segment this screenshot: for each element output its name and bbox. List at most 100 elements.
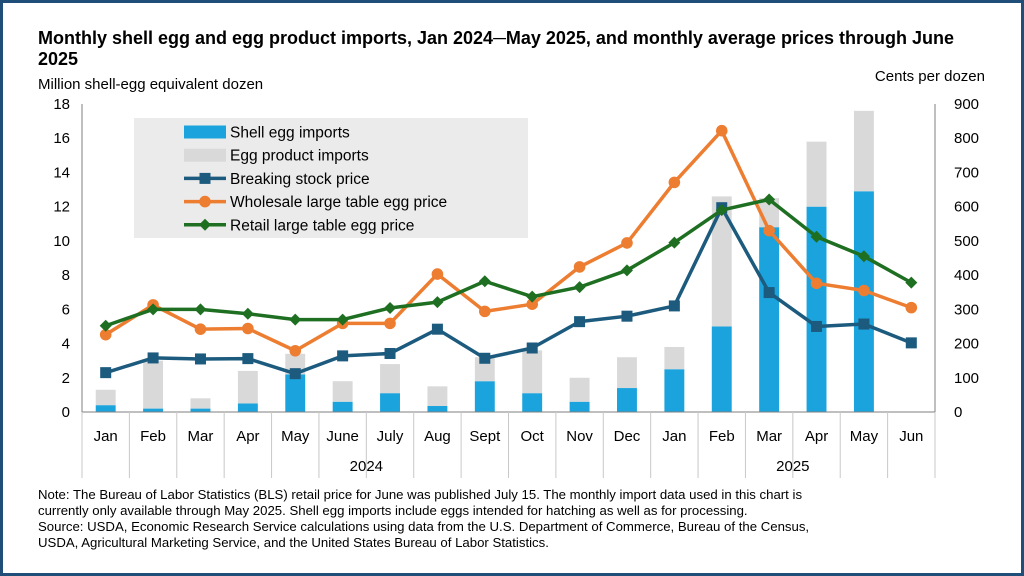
bar-egg-product-imports xyxy=(569,377,590,402)
marker-retail xyxy=(810,230,823,243)
line-wholesale xyxy=(104,128,912,353)
marker-wholesale xyxy=(905,301,918,314)
x-tick-label: Oct xyxy=(521,428,545,445)
bar-egg-product-imports xyxy=(806,141,827,207)
note-line-3: Source: USDA, Economic Research Service … xyxy=(38,519,810,534)
bar-egg-product-imports xyxy=(617,357,637,389)
legend-marker-breaking-stock xyxy=(199,172,211,184)
footnote: Note: The Bureau of Labor Statistics (BL… xyxy=(38,487,998,551)
marker-wholesale xyxy=(573,261,586,273)
bar-shell-egg-imports xyxy=(522,393,543,412)
marker-breaking-stock xyxy=(431,323,443,335)
legend-marker-retail xyxy=(199,218,211,231)
bar-egg-product-imports xyxy=(380,364,400,394)
bars-layer xyxy=(95,110,874,412)
bar-egg-product-imports xyxy=(143,360,164,409)
marker-wholesale xyxy=(715,124,728,137)
x-tick-label: Apr xyxy=(805,428,828,445)
legend-swatch-product xyxy=(184,148,226,162)
marker-wholesale xyxy=(194,323,207,335)
right-tick-label: 400 xyxy=(954,267,979,284)
left-tick-label: 4 xyxy=(62,336,70,353)
note-line-2: currently only available through May 202… xyxy=(38,503,748,518)
marker-wholesale xyxy=(526,298,538,311)
bar-shell-egg-imports xyxy=(190,408,211,412)
left-tick-label: 2 xyxy=(62,370,70,387)
right-tick-label: 100 xyxy=(954,370,979,387)
marker-breaking-stock xyxy=(147,352,159,364)
x-tick-label: July xyxy=(377,428,404,445)
bar-egg-product-imports xyxy=(853,110,874,192)
chart-title: Monthly shell egg and egg product import… xyxy=(38,28,954,69)
marker-retail xyxy=(147,303,160,316)
x-tick-label: May xyxy=(281,428,310,445)
x-tick-label: Sept xyxy=(469,428,501,445)
marker-retail xyxy=(526,290,539,303)
x-tick-label: Feb xyxy=(140,428,166,445)
marker-retail xyxy=(99,319,112,332)
bar-shell-egg-imports xyxy=(237,403,258,412)
bar-egg-product-imports xyxy=(522,350,543,394)
marker-retail xyxy=(336,313,349,326)
marker-breaking-stock xyxy=(668,300,680,312)
marker-wholesale xyxy=(99,328,112,341)
marker-breaking-stock xyxy=(479,352,491,364)
left-tick-label: 6 xyxy=(62,301,70,318)
line-breaking-stock xyxy=(105,205,912,376)
bar-shell-egg-imports xyxy=(285,374,306,412)
bar-shell-egg-imports xyxy=(664,369,685,412)
marker-breaking-stock xyxy=(242,353,254,365)
bar-egg-product-imports xyxy=(711,196,732,327)
marker-wholesale xyxy=(763,224,775,237)
x-tick-label: Mar xyxy=(188,428,214,445)
x-tick-label: Feb xyxy=(709,428,735,445)
marker-retail xyxy=(384,301,397,314)
bar-egg-product-imports xyxy=(190,398,211,409)
right-tick-label: 800 xyxy=(954,130,979,147)
legend-label: Wholesale large table egg price xyxy=(230,194,447,211)
bar-shell-egg-imports xyxy=(569,401,590,412)
right-tick-label: 200 xyxy=(954,336,979,353)
marker-wholesale xyxy=(242,322,254,335)
left-tick-label: 12 xyxy=(53,199,70,216)
bar-shell-egg-imports xyxy=(427,406,448,412)
marker-wholesale xyxy=(479,305,491,318)
x-tick-label: June xyxy=(326,428,359,445)
right-tick-label: 600 xyxy=(954,199,979,216)
x-tick-label: Mar xyxy=(756,428,782,445)
right-tick-label: 500 xyxy=(954,233,979,250)
legend-marker-wholesale xyxy=(199,195,211,208)
marker-breaking-stock xyxy=(100,367,112,379)
marker-retail xyxy=(478,275,491,288)
marker-breaking-stock xyxy=(526,342,538,354)
bar-shell-egg-imports xyxy=(759,227,780,412)
bar-egg-product-imports xyxy=(95,389,116,406)
marker-retail xyxy=(857,250,870,263)
bar-egg-product-imports xyxy=(332,381,353,402)
marker-wholesale xyxy=(858,284,870,297)
x-tick-label: Jun xyxy=(899,428,923,445)
left-tick-label: 18 xyxy=(53,96,70,113)
bar-shell-egg-imports xyxy=(143,408,164,412)
marker-retail xyxy=(668,236,681,249)
bar-shell-egg-imports xyxy=(806,206,827,412)
marker-wholesale xyxy=(431,268,444,280)
marker-breaking-stock xyxy=(194,353,206,365)
bar-shell-egg-imports xyxy=(711,326,732,412)
left-tick-label: 8 xyxy=(62,267,70,284)
right-axis-label: Cents per dozen xyxy=(875,68,985,85)
marker-wholesale xyxy=(668,176,681,189)
marker-breaking-stock xyxy=(905,337,917,349)
bar-shell-egg-imports xyxy=(617,388,637,412)
marker-breaking-stock xyxy=(289,368,301,380)
lines-layer xyxy=(99,124,918,380)
marker-breaking-stock xyxy=(621,310,633,322)
marker-retail xyxy=(289,313,302,326)
legend: Shell egg imports Egg product imports Brea… xyxy=(134,118,528,238)
left-axis-label: Million shell-egg equivalent dozen xyxy=(38,76,263,93)
marker-retail xyxy=(194,303,207,316)
year-label: 2025 xyxy=(776,458,809,475)
marker-retail xyxy=(431,296,444,309)
marker-retail xyxy=(573,281,586,294)
